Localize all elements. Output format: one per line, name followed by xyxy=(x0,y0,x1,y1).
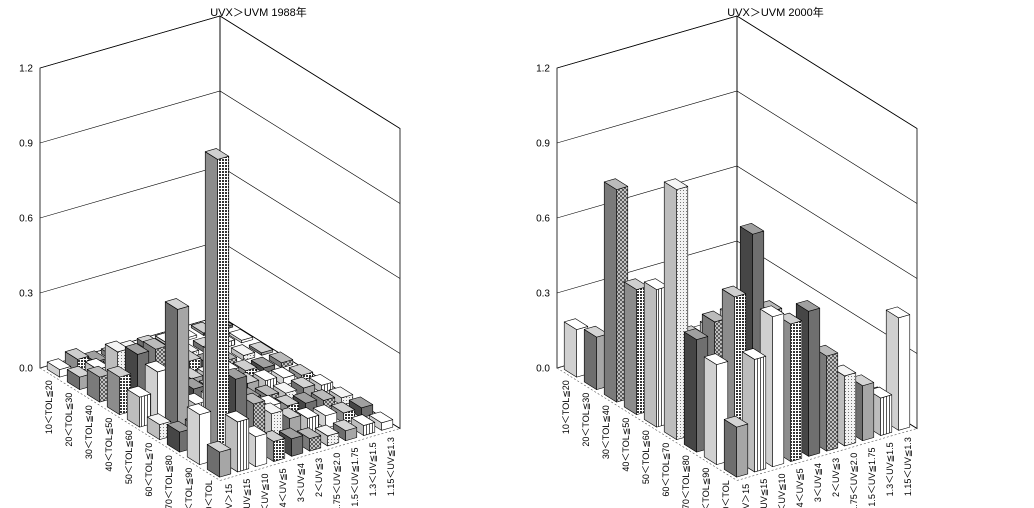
uv-tick-label: 3＜UV≦4 xyxy=(296,463,306,502)
tol-tick-label: 30＜TOL≦40 xyxy=(601,405,611,459)
tol-tick-label: 90＜TOL xyxy=(204,480,214,508)
tol-tick-label: 40＜TOL≦50 xyxy=(621,418,631,472)
chart-panel-2000: UVX＞UVM 2000年 0.0 0.3 0.6 0.9 1.2 10＜TOL≦20 20… xyxy=(517,0,1034,508)
tol-tick-label: 60＜TOL≦70 xyxy=(144,443,154,497)
uv-tick-label: 3＜UV≦4 xyxy=(813,463,823,502)
bar xyxy=(350,414,376,436)
chart-2000: 0.0 0.3 0.6 0.9 1.2 10＜TOL≦20 20＜TOL≦30 30＜TOL≦… xyxy=(536,15,918,508)
tol-tick-label: 90＜TOL xyxy=(721,480,731,508)
tol-tick-label: 20＜TOL≦30 xyxy=(64,393,74,447)
tol-tick-label: 10＜TOL≦20 xyxy=(44,380,54,434)
uv-tick-label: 5＜UV≦10 xyxy=(260,474,270,508)
uv-tick-label: UV＞15 xyxy=(224,484,234,508)
z-tick-label: 0.6 xyxy=(19,214,33,225)
uv-tick-label: 1.75＜UV≦2.0 xyxy=(849,453,859,508)
z-tick-label: 0.0 xyxy=(536,364,550,375)
uv-tick-label: 1.15＜UV≦1.3 xyxy=(903,437,913,496)
uv-tick-label: 1.75＜UV≦2.0 xyxy=(332,453,342,508)
tol-tick-label: 40＜TOL≦50 xyxy=(104,418,114,472)
z-tick-label: 0.9 xyxy=(536,139,550,150)
bar xyxy=(268,351,294,369)
z-tick-label: 0.3 xyxy=(536,289,550,300)
bar xyxy=(314,424,340,447)
uv-tick-label: 1.3＜UV≦1.5 xyxy=(885,442,895,496)
tol-tick-label: 30＜TOL≦40 xyxy=(84,405,94,459)
bar xyxy=(106,365,132,415)
uv-tick-label: 4＜UV≦5 xyxy=(795,468,805,507)
z-tick-label: 0.6 xyxy=(536,214,550,225)
uv-axis-labels: UV＞15 10＜UV≦15 5＜UV≦10 4＜UV≦5 3＜UV≦4 2＜UV≦3 1.… xyxy=(741,437,913,508)
tol-axis-labels: 10＜TOL≦20 20＜TOL≦30 30＜TOL≦40 40＜TOL≦50 50＜T… xyxy=(44,380,214,508)
bar xyxy=(723,415,749,478)
uv-tick-label: 1.15＜UV≦1.3 xyxy=(386,437,396,496)
bar xyxy=(348,396,374,419)
chart-title: UVX＞UVM 1988年 xyxy=(210,7,307,19)
uv-tick-label: 1.3＜UV≦1.5 xyxy=(368,442,378,496)
uv-tick-label: UV＞15 xyxy=(741,484,751,508)
bar xyxy=(368,411,394,431)
uv-tick-label: 10＜UV≦15 xyxy=(242,479,252,508)
uv-tick-label: 1.5＜UV≦1.75 xyxy=(350,448,360,507)
tol-tick-label: 50＜TOL≦60 xyxy=(124,430,134,484)
bar xyxy=(270,366,296,386)
bar xyxy=(204,148,230,460)
bar xyxy=(250,356,276,374)
uv-tick-label: 1.5＜UV≦1.75 xyxy=(867,448,877,507)
uv-tick-label: 10＜UV≦15 xyxy=(759,479,769,508)
tol-tick-label: 50＜TOL≦60 xyxy=(641,430,651,484)
tol-tick-label: 70＜TOL≦80 xyxy=(681,455,691,508)
z-tick-label: 1.2 xyxy=(536,64,550,75)
z-tick-label: 0.9 xyxy=(19,139,33,150)
uv-tick-label: 5＜UV≦10 xyxy=(777,474,787,508)
uv-tick-label: 4＜UV≦5 xyxy=(278,468,288,507)
uv-axis-labels: UV＞15 10＜UV≦15 5＜UV≦10 4＜UV≦5 3＜UV≦4 2＜UV≦3 1.… xyxy=(224,437,396,508)
chart-1988: 0.0 0.3 0.6 0.9 1.2 10＜TOL≦20 20＜TOL≦30 30＜TOL≦… xyxy=(19,15,401,508)
tol-tick-label: 80＜TOL≦90 xyxy=(701,468,711,508)
bar xyxy=(186,403,212,465)
tol-axis-labels: 10＜TOL≦20 20＜TOL≦30 30＜TOL≦40 40＜TOL≦50 50＜T… xyxy=(561,380,731,508)
chart-panel-1988: UVX＞UVM 1988年 0.0 0.3 0.6 0.9 1.2 10＜TOL≦20 20… xyxy=(19,7,401,508)
bar xyxy=(328,386,354,406)
bar xyxy=(164,298,190,435)
tol-tick-label: 10＜TOL≦20 xyxy=(561,380,571,434)
tol-tick-label: 60＜TOL≦70 xyxy=(661,443,671,497)
chart-title: UVX＞UVM 2000年 xyxy=(727,7,824,19)
bar xyxy=(663,178,689,440)
z-tick-label: 0.3 xyxy=(19,289,33,300)
tol-tick-label: 20＜TOL≦30 xyxy=(581,393,591,447)
bar xyxy=(206,440,232,478)
bars xyxy=(46,148,394,478)
bars xyxy=(563,178,911,478)
uv-tick-label: 2＜UV≦3 xyxy=(831,458,841,497)
bar xyxy=(248,341,274,356)
bar xyxy=(228,329,254,344)
bar xyxy=(230,344,256,361)
tol-tick-label: 70＜TOL≦80 xyxy=(164,455,174,508)
bar xyxy=(332,419,358,442)
z-tick-label: 1.2 xyxy=(19,64,33,75)
z-tick-label: 0.0 xyxy=(19,364,33,375)
uv-tick-label: 2＜UV≦3 xyxy=(314,458,324,497)
tol-tick-label: 80＜TOL≦90 xyxy=(184,468,194,508)
